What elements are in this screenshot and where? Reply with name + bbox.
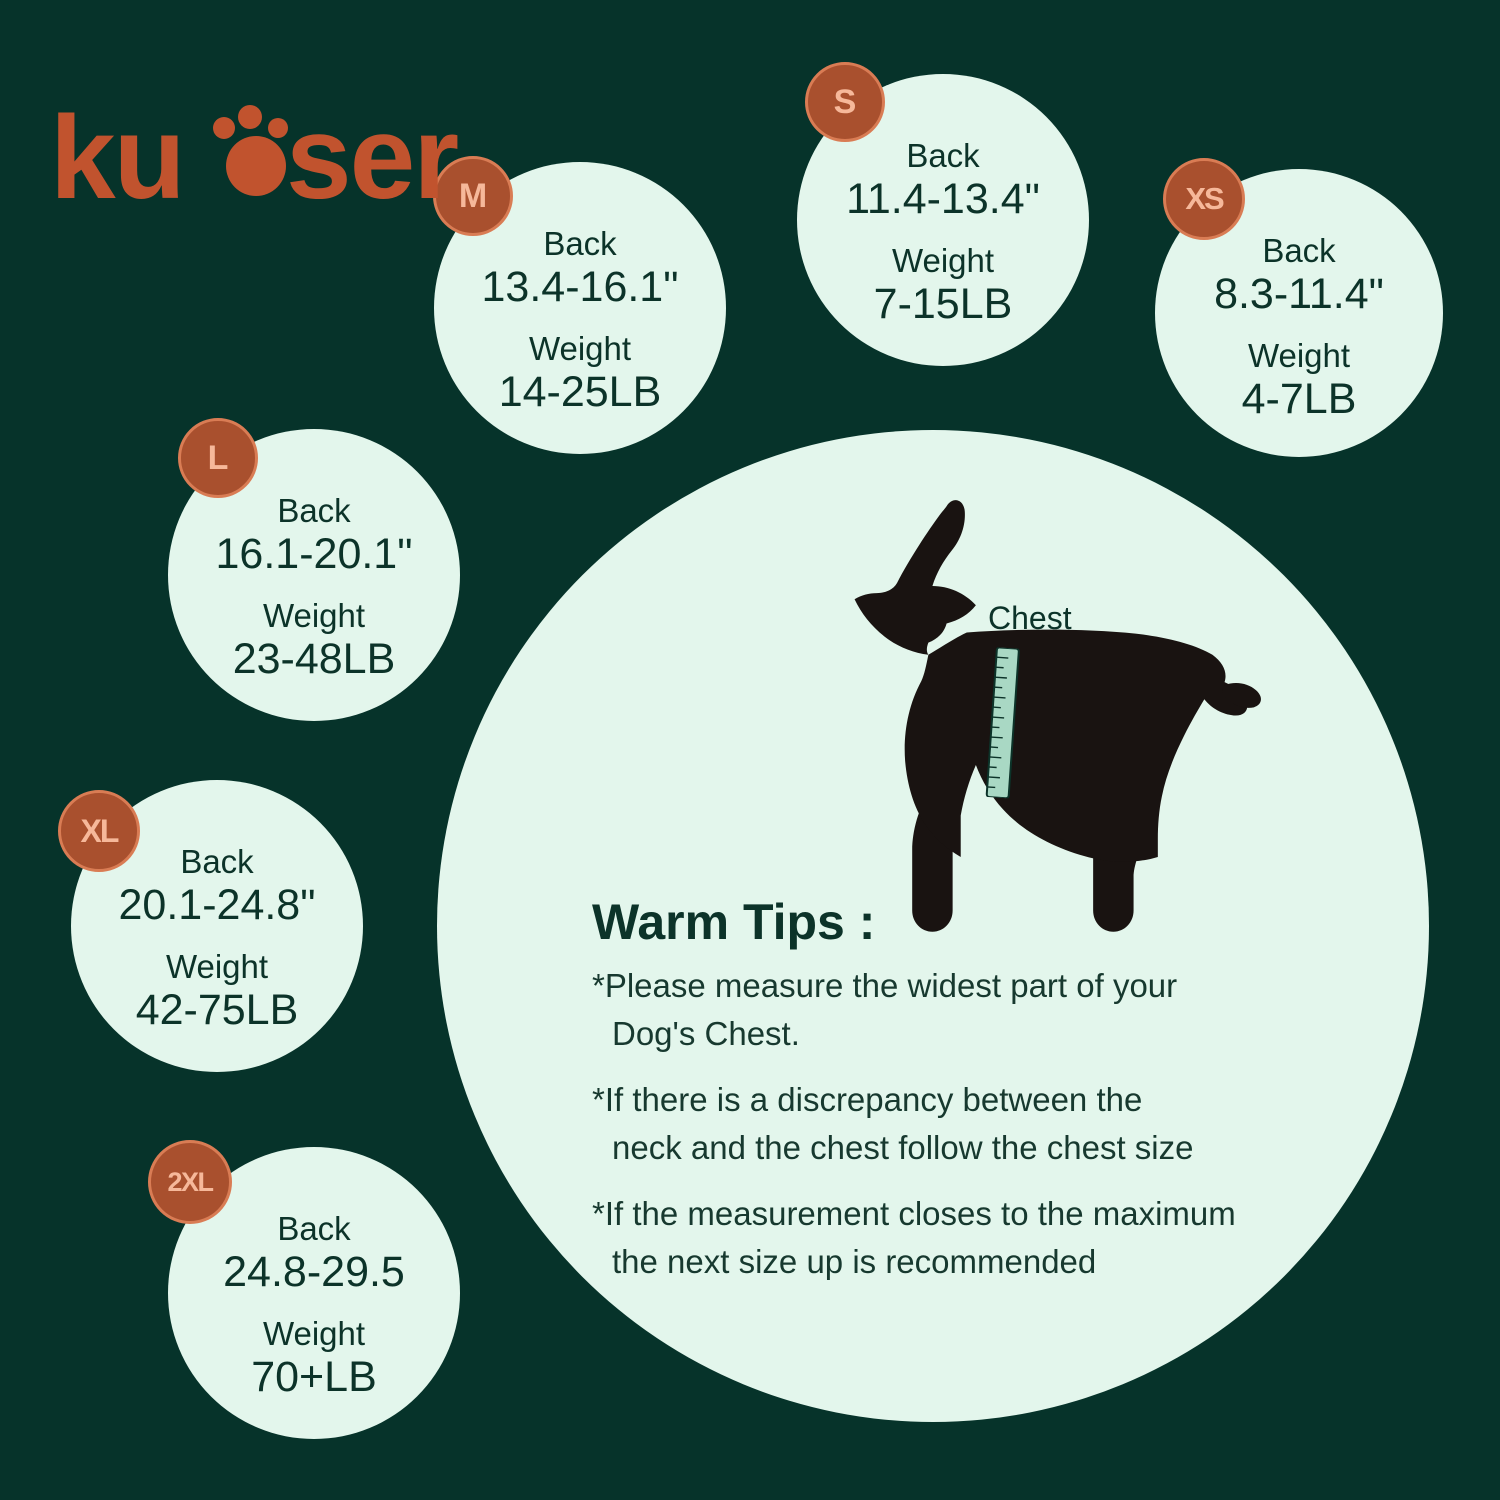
svg-text:ser: ser [286,92,458,224]
svg-text:ku: ku [50,92,184,224]
